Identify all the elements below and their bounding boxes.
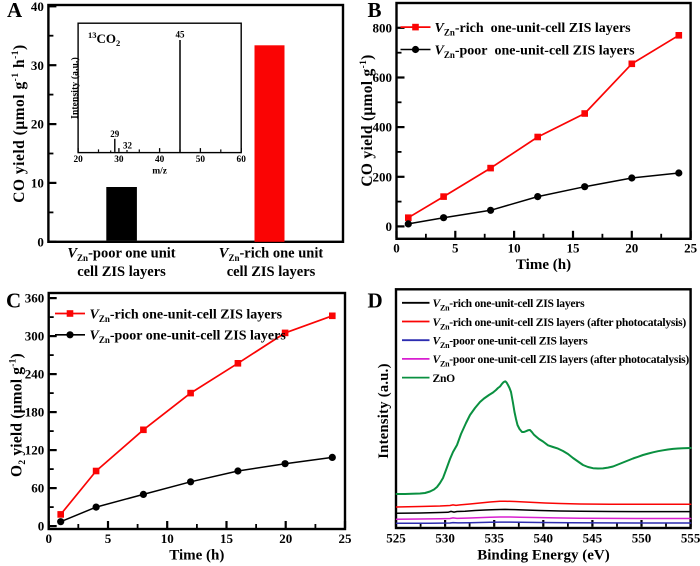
svg-text:0: 0: [386, 219, 393, 234]
svg-text:25: 25: [339, 531, 353, 546]
svg-text:Binding Energy (eV): Binding Energy (eV): [477, 548, 610, 564]
svg-text:180: 180: [25, 405, 45, 420]
svg-text:120: 120: [25, 443, 45, 458]
svg-text:0: 0: [38, 519, 45, 534]
svg-text:0: 0: [45, 531, 52, 546]
svg-text:540: 540: [534, 531, 554, 546]
svg-text:200: 200: [373, 169, 393, 184]
svg-text:VZn-poor one-unit-cell ZIS lay: VZn-poor one-unit-cell ZIS layers: [433, 335, 589, 351]
svg-text:0: 0: [37, 234, 44, 249]
svg-text:600: 600: [373, 70, 393, 85]
svg-text:5: 5: [452, 241, 459, 256]
svg-text:20: 20: [73, 155, 83, 165]
svg-text:25: 25: [684, 241, 698, 256]
svg-text:A: A: [7, 0, 23, 22]
svg-text:Intensity (a.u.): Intensity (a.u.): [70, 57, 81, 119]
svg-text:545: 545: [583, 531, 603, 546]
svg-text:45: 45: [176, 30, 186, 40]
svg-text:cell ZIS layers: cell ZIS layers: [77, 264, 166, 280]
svg-text:VZn-rich one unit: VZn-rich one unit: [219, 246, 324, 264]
svg-text:B: B: [368, 0, 382, 22]
svg-text:50: 50: [196, 155, 206, 165]
svg-text:20: 20: [31, 117, 44, 132]
svg-text:30: 30: [114, 155, 124, 165]
svg-text:60: 60: [31, 481, 44, 496]
svg-text:VZn-poor one-unit-cell ZIS lay: VZn-poor one-unit-cell ZIS layers: [90, 329, 287, 346]
svg-text:550: 550: [632, 531, 652, 546]
svg-text:Intensity (a.u.): Intensity (a.u.): [376, 363, 392, 458]
svg-text:CO yield (μmol g-1​): CO yield (μmol g-1​): [359, 54, 376, 186]
svg-text:cell ZIS layers: cell ZIS layers: [227, 264, 316, 280]
svg-text:10: 10: [161, 531, 174, 546]
svg-text:360: 360: [25, 291, 45, 306]
svg-text:13CO2: 13CO2: [88, 30, 120, 48]
svg-text:400: 400: [373, 120, 393, 135]
svg-text:32: 32: [123, 140, 133, 150]
svg-text:Time (h): Time (h): [516, 257, 571, 273]
svg-text:300: 300: [25, 329, 45, 344]
svg-text:29: 29: [110, 129, 120, 139]
svg-text:VZn-poor one-unit-cell ZIS lay: VZn-poor one-unit-cell ZIS layers (after…: [433, 353, 690, 369]
svg-text:240: 240: [25, 367, 45, 382]
svg-text:15: 15: [220, 531, 234, 546]
svg-text:VZn-rich one-unit-cell ZIS lay: VZn-rich one-unit-cell ZIS layers: [90, 307, 283, 324]
svg-text:535: 535: [484, 531, 504, 546]
svg-text:40: 40: [155, 155, 165, 165]
svg-text:VZn-poor one unit: VZn-poor one unit: [67, 246, 175, 264]
svg-text:ZnO: ZnO: [433, 372, 456, 385]
svg-text:O2​ yield (μmol g-1​): O2​ yield (μmol g-1​): [9, 353, 29, 477]
svg-text:m/z: m/z: [152, 167, 168, 177]
svg-text:40: 40: [31, 0, 44, 14]
svg-text:CO yield (μmol g-1​ h-1​): CO yield (μmol g-1​ h-1​): [11, 44, 28, 202]
svg-text:15: 15: [567, 241, 581, 256]
svg-text:VZn-poor one-unit-cell ZIS la: VZn-poor one-unit-cell ZIS layers: [435, 43, 636, 60]
svg-text:555: 555: [681, 531, 700, 546]
svg-text:VZn-rich one-unit-cell ZIS la: VZn-rich one-unit-cell ZIS layers: [435, 21, 632, 38]
svg-text:10: 10: [31, 176, 44, 191]
svg-text:20: 20: [279, 531, 292, 546]
svg-text:VZn-rich one-unit-cell ZIS lay: VZn-rich one-unit-cell ZIS layers: [433, 297, 586, 313]
svg-text:800: 800: [373, 20, 393, 35]
svg-text:30: 30: [31, 58, 44, 73]
svg-text:Time (h): Time (h): [169, 548, 224, 564]
svg-text:VZn-rich one-unit-cell ZIS lay: VZn-rich one-unit-cell ZIS layers (after…: [433, 316, 687, 332]
svg-text:5: 5: [105, 531, 112, 546]
svg-text:60: 60: [237, 155, 247, 165]
svg-text:20: 20: [625, 241, 638, 256]
svg-text:C: C: [6, 288, 21, 312]
svg-text:530: 530: [435, 531, 455, 546]
svg-text:0: 0: [393, 241, 400, 256]
svg-text:10: 10: [508, 241, 521, 256]
svg-text:525: 525: [386, 531, 406, 546]
svg-text:D: D: [368, 288, 383, 312]
